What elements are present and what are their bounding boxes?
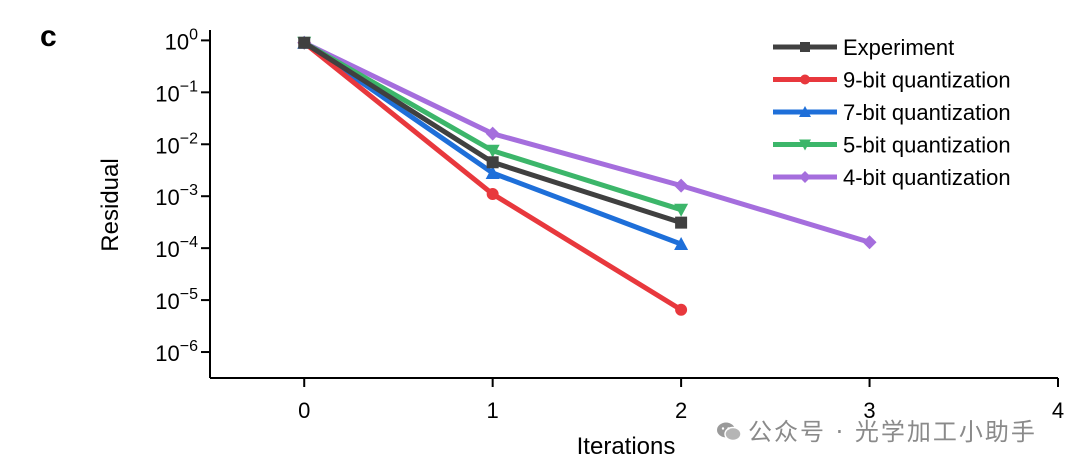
y-tick-label: 10−3 <box>155 182 198 210</box>
x-tick-label: 0 <box>298 398 310 423</box>
x-tick-label: 4 <box>1052 398 1064 423</box>
y-axis-label: Residual <box>97 158 124 251</box>
data-point-4-bit-quantization <box>485 126 500 141</box>
y-tick-label: 100 <box>165 26 198 54</box>
legend-marker-5-bit-quantization <box>799 139 811 151</box>
legend-marker-7-bit-quantization <box>799 106 811 117</box>
data-point-experiment <box>486 156 499 169</box>
data-point-4-bit-quantization <box>674 178 689 193</box>
legend-label-7-bit-quantization: 7-bit quantization <box>843 100 1011 125</box>
data-point-9-bit-quantization <box>675 303 688 316</box>
data-point-5-bit-quantization <box>485 144 500 158</box>
watermark: 公众号 · 光学加工小助手 <box>716 412 1037 447</box>
x-axis-label: Iterations <box>577 433 676 460</box>
legend-label-5-bit-quantization: 5-bit quantization <box>843 133 1011 158</box>
data-point-experiment <box>298 36 311 49</box>
data-point-7-bit-quantization <box>674 237 689 251</box>
legend-marker-experiment <box>800 42 810 52</box>
x-tick-label: 3 <box>863 398 875 423</box>
y-tick-label: 10−2 <box>155 130 198 158</box>
series-line-4-bit-quantization <box>303 40 871 245</box>
y-tick-label: 10−5 <box>155 286 198 314</box>
y-tick-label: 10−6 <box>155 338 198 366</box>
wechat-icon <box>717 422 742 442</box>
y-tick-label: 10−4 <box>155 234 198 262</box>
data-point-4-bit-quantization <box>862 235 877 250</box>
data-point-7-bit-quantization <box>485 165 500 179</box>
x-tick-label: 1 <box>487 398 499 423</box>
y-tick-label: 10−1 <box>155 78 198 106</box>
legend-label-9-bit-quantization: 9-bit quantization <box>843 68 1011 93</box>
data-point-5-bit-quantization <box>674 203 689 217</box>
watermark-text: 公众号 · 光学加工小助手 <box>748 418 1037 446</box>
data-point-9-bit-quantization <box>486 188 499 201</box>
legend-marker-4-bit-quantization <box>799 171 811 183</box>
panel-label: c <box>40 20 57 53</box>
legend-label-4-bit-quantization: 4-bit quantization <box>843 165 1011 190</box>
x-tick-label: 2 <box>675 398 687 423</box>
legend-marker-9-bit-quantization <box>800 74 810 85</box>
data-point-experiment <box>675 216 688 229</box>
legend-label-experiment: Experiment <box>843 35 954 60</box>
